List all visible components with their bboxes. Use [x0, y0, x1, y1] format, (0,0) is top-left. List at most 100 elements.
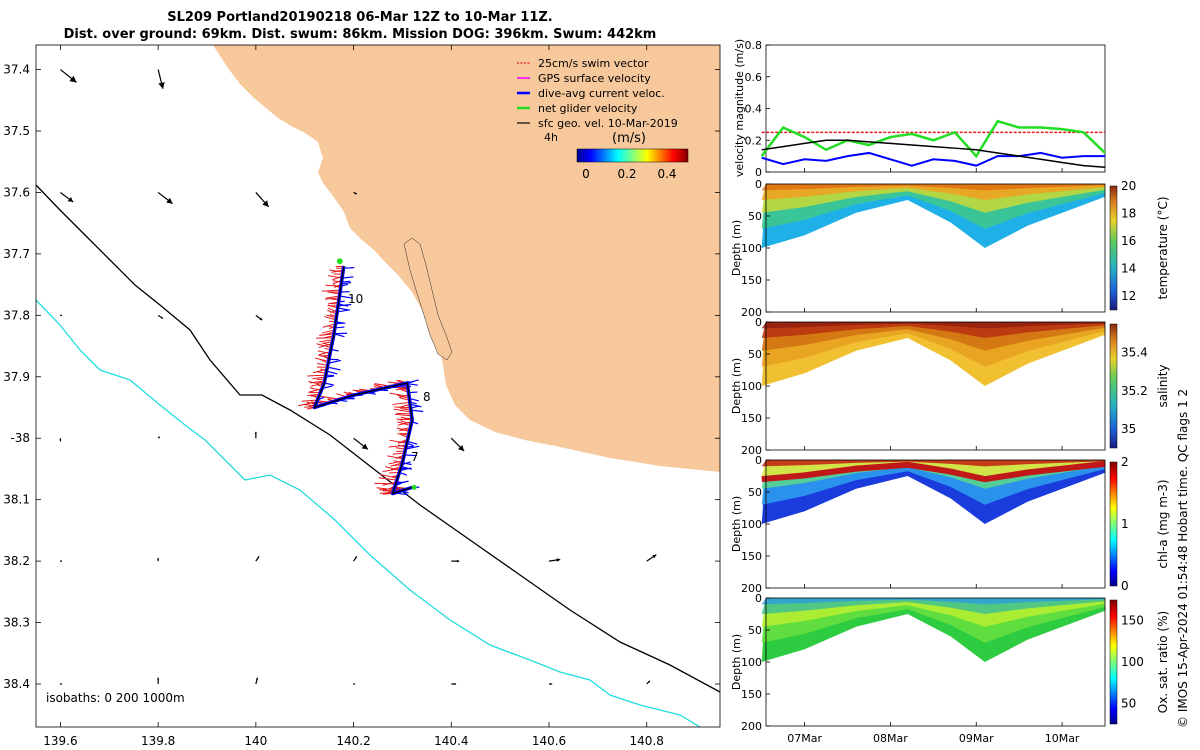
- swim-vector: [382, 468, 401, 473]
- time-tick-label: 10Mar: [1045, 732, 1080, 745]
- section-ytick-label: 100: [741, 242, 762, 255]
- geo-velocity-arrow: [60, 191, 74, 203]
- swim-vector: [374, 482, 396, 485]
- section-ytick-label: 150: [741, 550, 762, 563]
- velocity-ytick-label: 0.6: [745, 71, 763, 84]
- section-ytick-label: 0: [755, 316, 762, 329]
- velocity-ytick-label: 0.4: [745, 103, 763, 116]
- swim-vector: [317, 350, 331, 354]
- section-ytick-label: 50: [748, 210, 762, 223]
- colorbar-tick-label: 1: [1121, 517, 1129, 531]
- swim-vector: [329, 269, 344, 273]
- swim-vector: [322, 289, 341, 292]
- legend-gps-velocity: GPS surface velocity: [538, 72, 651, 85]
- arrow-head: [647, 680, 650, 683]
- dive-avg-vector: [405, 445, 420, 450]
- map-legend: 25cm/s swim vector GPS surface velocity …: [517, 57, 689, 181]
- dive-avg-vector: [343, 267, 355, 269]
- geo-velocity-arrow: [646, 554, 657, 562]
- section-fill-layer: [761, 598, 1105, 605]
- legend-geo-velocity: sfc geo. vel. 10-Mar-2019: [538, 117, 678, 130]
- track-label-8: 8: [423, 390, 431, 404]
- velocity-ylabel: velocity magnitude (m/s): [733, 39, 746, 177]
- map-ytick-label: -38: [10, 431, 30, 445]
- colorbar-tick-label: 35.2: [1121, 384, 1148, 398]
- swim-vector: [392, 401, 410, 405]
- swim-vector: [308, 381, 324, 386]
- arrow-head: [67, 196, 74, 203]
- dive-avg-track: [312, 265, 414, 496]
- section-colorbar-label: chl-a (mg m-3): [1156, 479, 1170, 568]
- section-ytick-label: 200: [741, 306, 762, 319]
- chart-subtitle: Dist. over ground: 69km. Dist. swum: 86k…: [63, 27, 657, 42]
- legend-swim-vector: 25cm/s swim vector: [538, 57, 649, 70]
- dive-avg-vector: [326, 370, 338, 375]
- section-ytick-label: 150: [741, 688, 762, 701]
- section-ylabel: Depth (m): [730, 496, 743, 552]
- map-ytick-label: 38.1: [3, 493, 30, 507]
- section-ytick-label: 0: [755, 454, 762, 467]
- time-tick-label: 08Mar: [873, 732, 908, 745]
- swim-vector: [318, 350, 331, 356]
- section-ytick-label: 50: [748, 348, 762, 361]
- map-ytick-label: 38.4: [3, 677, 30, 691]
- geo-velocity-arrow: [353, 437, 369, 450]
- arrow-head: [454, 683, 457, 685]
- velocity-series-line: [761, 139, 1106, 168]
- geo-velocity-arrow: [255, 314, 263, 321]
- swim-vector: [385, 466, 401, 471]
- dive-avg-vector: [342, 276, 354, 279]
- track-label-7: 7: [411, 450, 419, 464]
- dive-avg-vector: [407, 379, 419, 384]
- swim-vector: [327, 291, 340, 295]
- geo-velocity-arrow: [450, 437, 465, 452]
- arrow-head: [60, 314, 63, 317]
- section-ytick-label: 200: [741, 720, 762, 733]
- swim-vector: [319, 339, 333, 343]
- arrow-head: [361, 443, 368, 450]
- swim-vector: [378, 477, 397, 481]
- velocity-ytick-label: 0: [755, 166, 762, 179]
- velocity-series-line: [760, 119, 1106, 159]
- arrow-head: [255, 677, 259, 680]
- section-colorbar: [1109, 185, 1118, 311]
- section-ylabel: Depth (m): [730, 358, 743, 414]
- swim-vector: [397, 421, 412, 427]
- isobath-1000m: [36, 299, 701, 727]
- arrow-head: [166, 197, 173, 204]
- velocity-ytick-label: 0.8: [745, 39, 763, 52]
- geo-velocity-arrow: [157, 69, 165, 89]
- glider-track: [298, 258, 424, 496]
- colorbar-tick-label: 0: [1121, 579, 1129, 593]
- swim-vector: [388, 460, 403, 465]
- swim-vector: [312, 368, 328, 374]
- track-label-10: 10: [348, 292, 363, 306]
- arrow-head: [157, 557, 160, 560]
- geo-velocity-arrow: [60, 560, 63, 563]
- velocity-ytick-label: 0.2: [745, 134, 763, 147]
- map-xtick-label: 140.8: [630, 734, 664, 748]
- map-ytick-label: 38.2: [3, 554, 30, 568]
- swim-vector: [389, 392, 410, 398]
- arrow-head: [556, 558, 561, 562]
- map-frame: [35, 44, 721, 728]
- swim-vector: [400, 416, 413, 421]
- map-xtick-label: 139.6: [43, 734, 77, 748]
- swim-vector: [319, 333, 335, 336]
- map-ytick-label: 37.4: [3, 63, 30, 77]
- swim-vector: [317, 362, 328, 366]
- colorbar-tick-label: 150: [1121, 614, 1144, 628]
- dive-avg-vector: [328, 359, 342, 364]
- geo-velocity-arrow: [255, 555, 260, 562]
- geo-velocity-arrow: [60, 69, 77, 83]
- arrow-head: [69, 75, 77, 83]
- geo-velocity-arrow: [254, 431, 257, 439]
- chart-title: SL209 Portland20190218 06-Mar 12Z to 10-…: [167, 10, 553, 25]
- section-fill-layer: [761, 322, 1105, 329]
- map-xtick-label: 140.2: [336, 734, 370, 748]
- colorbar-tick-2: 0.4: [657, 167, 676, 181]
- colorbar-tick-1: 0.2: [617, 167, 636, 181]
- map-panel: 10 8 7 37.4 37.5 37.6 37.7 37.8 37.9 -38 38.1 38…: [3, 44, 721, 748]
- section-ytick-label: 200: [741, 444, 762, 457]
